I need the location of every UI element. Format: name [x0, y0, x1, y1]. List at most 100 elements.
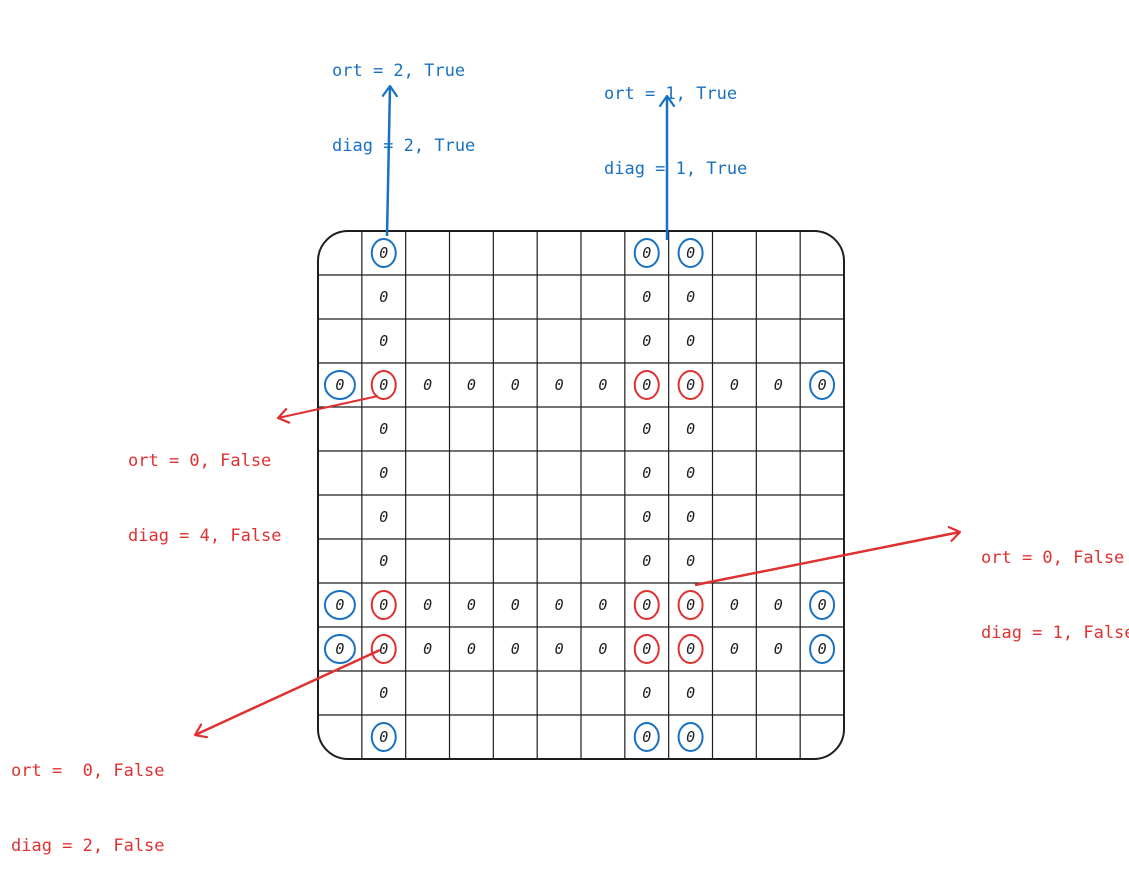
- cell-circle-blue: [677, 722, 704, 752]
- grid-cell-value: 0: [379, 376, 388, 394]
- cell-circle-red: [677, 370, 704, 400]
- annotation-right-diag: diag = 1, False: [981, 623, 1129, 643]
- grid-cell-value: 0: [642, 376, 651, 394]
- board-frame: [317, 230, 845, 760]
- annotation-bottom-left-ort: ort = 0, False: [11, 761, 165, 781]
- grid-cell-value: 0: [686, 684, 695, 702]
- cell-circle-red: [677, 634, 704, 664]
- grid-cell-value: 0: [730, 376, 739, 394]
- annotation-top-left-diag: diag = 2, True: [332, 136, 476, 156]
- grid-cell-value: 0: [774, 596, 783, 614]
- grid-cell-value: 0: [818, 596, 827, 614]
- grid-cell-value: 0: [642, 596, 651, 614]
- grid-cell-value: 0: [335, 376, 344, 394]
- grid-cell-value: 0: [818, 640, 827, 658]
- cell-circle-blue: [809, 634, 836, 664]
- grid-cell-value: 0: [642, 508, 651, 526]
- grid-cell-value: 0: [642, 684, 651, 702]
- cell-circle-blue: [809, 590, 836, 620]
- cell-circle-red: [633, 634, 660, 664]
- grid-cell-value: 0: [818, 376, 827, 394]
- annotation-top-right: ort = 1, True diag = 1, True: [604, 32, 747, 207]
- arrow-right: [694, 532, 960, 587]
- annotation-bottom-left: ort = 0, False diag = 2, False: [11, 709, 165, 884]
- cell-circle-red: [633, 370, 660, 400]
- annotation-top-left-ort: ort = 2, True: [332, 61, 466, 81]
- grid-cell-value: 0: [379, 420, 388, 438]
- cell-circle-blue: [633, 722, 660, 752]
- grid-cell-value: 0: [379, 332, 388, 350]
- arrow-mid-left: [278, 395, 379, 418]
- grid-cell-value: 0: [598, 640, 607, 658]
- grid-cell-value: 0: [423, 640, 432, 658]
- annotation-mid-left-ort: ort = 0, False: [128, 451, 272, 471]
- grid-cell-value: 0: [774, 376, 783, 394]
- grid-cell-value: 0: [598, 596, 607, 614]
- grid-cell-value: 0: [379, 464, 388, 482]
- cell-circle-blue: [323, 370, 356, 400]
- grid-cell-value: 0: [642, 728, 651, 746]
- grid-cell-value: 0: [423, 376, 432, 394]
- annotation-top-right-ort: ort = 1, True: [604, 84, 738, 104]
- grid-cell-value: 0: [511, 640, 520, 658]
- annotation-top-right-diag: diag = 1, True: [604, 159, 748, 179]
- grid-cell-value: 0: [335, 640, 344, 658]
- grid-cell-value: 0: [467, 596, 476, 614]
- grid-cell-value: 0: [686, 508, 695, 526]
- grid-cell-value: 0: [642, 552, 651, 570]
- grid-cell-value: 0: [686, 376, 695, 394]
- grid-cell-value: 0: [379, 244, 388, 262]
- grid-cell-value: 0: [379, 684, 388, 702]
- grid-cell-value: 0: [379, 728, 388, 746]
- grid-cell-value: 0: [555, 596, 564, 614]
- grid-cell-value: 0: [379, 640, 388, 658]
- annotation-top-left: ort = 2, True diag = 2, True: [332, 9, 475, 184]
- grid-diagram: 0 0 0 0 0 0 0 0 0 0 0 0 0 0 0 0 0 0 0 0 0 0 0 0 0 0 0 0 0 0 0 0 0 0 0 0 0 0 0 0…: [0, 0, 1129, 760]
- arrow-bottom-left: [195, 648, 381, 735]
- grid-cell-value: 0: [379, 596, 388, 614]
- grid-cell-value: 0: [335, 596, 344, 614]
- grid-cell-value: 0: [642, 288, 651, 306]
- grid-cell-value: 0: [730, 640, 739, 658]
- grid-cell-value: 0: [555, 640, 564, 658]
- grid-cell-value: 0: [642, 420, 651, 438]
- grid-cell-value: 0: [642, 640, 651, 658]
- cell-circle-red: [677, 590, 704, 620]
- cell-circle-blue: [677, 238, 704, 268]
- cell-circle-blue: [370, 238, 397, 268]
- grid-cell-value: 0: [686, 596, 695, 614]
- grid-cell-value: 0: [379, 552, 388, 570]
- grid-cell-value: 0: [642, 464, 651, 482]
- grid-cell-value: 0: [555, 376, 564, 394]
- grid-cell-value: 0: [686, 244, 695, 262]
- cell-circle-blue: [323, 590, 356, 620]
- cell-circle-blue: [323, 634, 356, 664]
- cell-circle-blue: [370, 722, 397, 752]
- annotation-mid-left: ort = 0, False diag = 4, False: [128, 399, 282, 574]
- grid-cell-value: 0: [686, 464, 695, 482]
- grid-cell-value: 0: [467, 640, 476, 658]
- grid-cell-value: 0: [598, 376, 607, 394]
- grid-cell-value: 0: [686, 552, 695, 570]
- cell-circle-red: [370, 634, 397, 664]
- grid-cells: 0 0 0 0 0 0 0 0 0 0 0 0 0 0 0 0 0 0 0 0 0 0 0 0 0 0 0 0 0 0 0 0 0 0 0 0 0 0 0 0…: [323, 238, 836, 752]
- grid-cell-value: 0: [379, 288, 388, 306]
- grid-cell-value: 0: [686, 332, 695, 350]
- annotation-right: ort = 0, False diag = 1, False: [981, 496, 1129, 671]
- cell-circle-red: [370, 590, 397, 620]
- grid-cell-value: 0: [686, 728, 695, 746]
- annotation-bottom-left-diag: diag = 2, False: [11, 836, 165, 856]
- grid-cell-value: 0: [642, 332, 651, 350]
- arrow-top-left: [387, 86, 390, 237]
- grid-cell-value: 0: [686, 288, 695, 306]
- cell-circle-blue: [633, 238, 660, 268]
- grid-cell-value: 0: [511, 376, 520, 394]
- annotation-mid-left-diag: diag = 4, False: [128, 526, 282, 546]
- cell-circle-red: [370, 370, 397, 400]
- cell-circle-blue: [809, 370, 836, 400]
- grid-cell-value: 0: [467, 376, 476, 394]
- grid-cell-value: 0: [379, 508, 388, 526]
- grid-cell-value: 0: [423, 596, 432, 614]
- grid-cell-value: 0: [642, 244, 651, 262]
- cell-circle-red: [633, 590, 660, 620]
